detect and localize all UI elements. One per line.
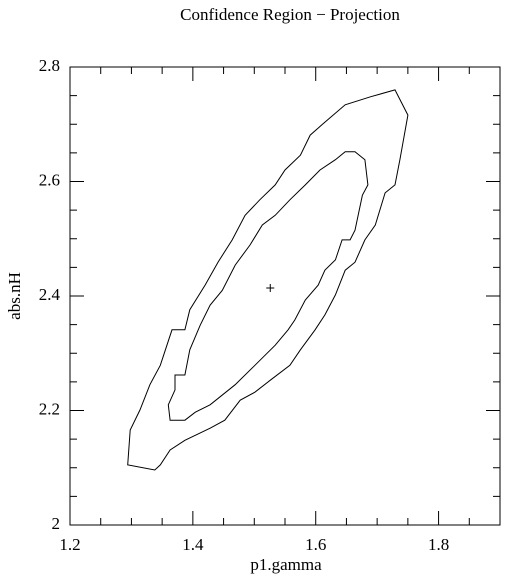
best-fit-marker: [266, 283, 275, 292]
y-tick-label: 2.4: [39, 285, 61, 304]
contour: [167, 151, 369, 421]
x-axis-label: p1.gamma: [250, 555, 322, 574]
chart-title: Confidence Region − Projection: [180, 5, 400, 24]
x-tick-label: 1.4: [182, 535, 204, 554]
y-tick-label: 2.8: [39, 56, 60, 75]
x-tick-label: 1.2: [59, 535, 80, 554]
y-tick-label: 2.6: [39, 170, 60, 189]
x-tick-label: 1.8: [428, 535, 449, 554]
y-axis-label: abs.nH: [5, 272, 24, 320]
y-tick-label: 2.2: [39, 399, 60, 418]
plot-frame: [69, 66, 501, 526]
contour: [127, 89, 409, 471]
y-tick-label: 2: [52, 514, 61, 533]
x-tick-label: 1.6: [305, 535, 326, 554]
